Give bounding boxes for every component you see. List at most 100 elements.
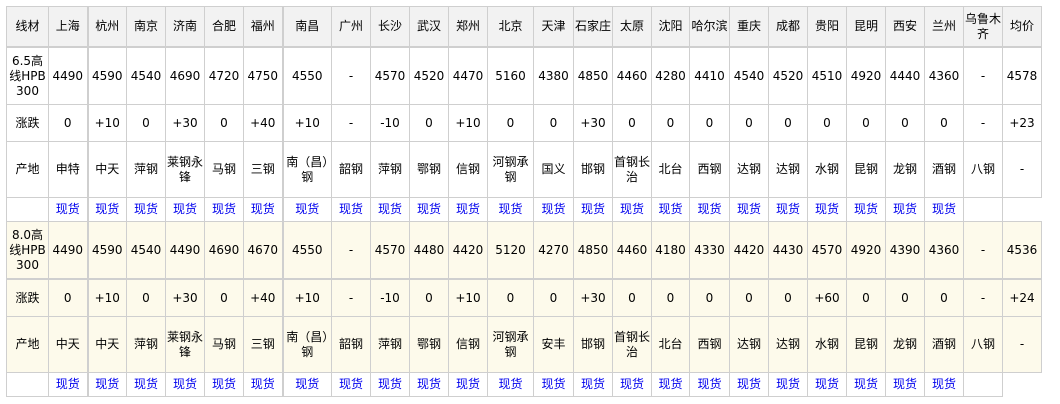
spot-link-cell[interactable]: 现货	[651, 372, 690, 397]
spot-link[interactable]: 现货	[498, 202, 523, 216]
spot-link[interactable]: 现货	[133, 377, 158, 391]
spot-link[interactable]: 现货	[211, 377, 236, 391]
spot-link[interactable]: 现货	[172, 202, 197, 216]
spot-link-cell[interactable]: 现货	[729, 197, 769, 222]
spot-link[interactable]: 现货	[658, 377, 683, 391]
spot-link[interactable]: 现货	[619, 377, 644, 391]
spot-link[interactable]: 现货	[853, 202, 878, 216]
spot-link[interactable]: 现货	[498, 377, 523, 391]
spot-link[interactable]: 现货	[736, 202, 761, 216]
spot-link-cell[interactable]: 现货	[846, 372, 886, 397]
spot-link-cell[interactable]: 现货	[243, 372, 283, 397]
spot-link[interactable]: 现货	[377, 202, 402, 216]
spot-link-cell[interactable]: 现货	[48, 372, 88, 397]
spot-link-cell[interactable]: 现货	[204, 197, 244, 222]
spot-link-cell[interactable]: 现货	[243, 197, 283, 222]
spot-link[interactable]: 现货	[416, 202, 441, 216]
spot-link[interactable]: 现货	[338, 202, 363, 216]
spot-link[interactable]: 现货	[736, 377, 761, 391]
change-cell: 0	[126, 104, 166, 142]
spot-link-cell[interactable]: 现货	[370, 372, 410, 397]
spot-link-cell[interactable]: 现货	[612, 197, 652, 222]
spot-link-cell[interactable]: 现货	[924, 372, 964, 397]
spot-link[interactable]: 现货	[697, 202, 722, 216]
spot-link[interactable]: 现货	[455, 202, 480, 216]
spot-link[interactable]: 现货	[541, 377, 566, 391]
change-cell: 0	[612, 278, 652, 317]
spot-link[interactable]: 现货	[133, 202, 158, 216]
change-cell: 0	[689, 104, 730, 142]
price-cell: 4390	[885, 221, 925, 280]
spot-link-cell[interactable]: 现货	[885, 197, 925, 222]
spot-link[interactable]: 现货	[697, 377, 722, 391]
spot-link-cell[interactable]: 现货	[729, 372, 769, 397]
spot-link[interactable]: 现货	[377, 377, 402, 391]
spot-link-cell[interactable]: 现货	[409, 372, 449, 397]
spot-link-cell[interactable]: 现货	[331, 372, 371, 397]
spot-link[interactable]: 现货	[295, 377, 320, 391]
spot-link[interactable]: 现货	[658, 202, 683, 216]
spot-link[interactable]: 现货	[172, 377, 197, 391]
spot-link-cell[interactable]: 现货	[86, 372, 127, 397]
spot-link-cell[interactable]: 现货	[281, 372, 332, 397]
spot-link[interactable]: 现货	[455, 377, 480, 391]
spot-link[interactable]: 现货	[775, 202, 800, 216]
spot-link-cell[interactable]: 现货	[807, 197, 847, 222]
spot-link[interactable]: 现货	[814, 377, 839, 391]
spot-link[interactable]: 现货	[416, 377, 441, 391]
spot-link-cell[interactable]: 现货	[533, 372, 574, 397]
spot-link[interactable]: 现货	[250, 377, 275, 391]
spot-link[interactable]: 现货	[853, 377, 878, 391]
spot-link[interactable]: 现货	[295, 202, 320, 216]
spot-link-cell[interactable]: 现货	[885, 372, 925, 397]
spot-link[interactable]: 现货	[95, 377, 120, 391]
spot-link-cell[interactable]: 现货	[281, 197, 332, 222]
spot-link-cell[interactable]: 现货	[370, 197, 410, 222]
spot-link-cell[interactable]: 现货	[533, 197, 574, 222]
spot-link-cell[interactable]: 现货	[331, 197, 371, 222]
spot-link[interactable]: 现货	[338, 377, 363, 391]
spot-link-cell[interactable]: 现货	[573, 197, 613, 222]
spot-link-cell[interactable]: 现货	[165, 197, 205, 222]
spot-link-cell[interactable]: 现货	[165, 372, 205, 397]
column-header: 昆明	[846, 6, 886, 48]
spot-link-cell[interactable]: 现货	[689, 372, 730, 397]
spot-link-cell[interactable]: 现货	[612, 372, 652, 397]
spot-link[interactable]: 现货	[814, 202, 839, 216]
spot-link[interactable]: 现货	[580, 377, 605, 391]
spot-link[interactable]: 现货	[95, 202, 120, 216]
spot-link-cell[interactable]: 现货	[86, 197, 127, 222]
spot-link[interactable]: 现货	[775, 377, 800, 391]
spot-link[interactable]: 现货	[619, 202, 644, 216]
spot-link[interactable]: 现货	[55, 202, 80, 216]
change-cell: +10	[281, 278, 332, 317]
spot-link[interactable]: 现货	[250, 202, 275, 216]
spot-link-cell[interactable]: 现货	[204, 372, 244, 397]
spot-link-cell[interactable]: 现货	[924, 197, 964, 222]
spot-link-cell[interactable]: 现货	[487, 197, 534, 222]
spot-link-cell[interactable]: 现货	[409, 197, 449, 222]
spot-link-cell[interactable]: 现货	[126, 372, 166, 397]
spot-link[interactable]: 现货	[541, 202, 566, 216]
spot-link[interactable]: 现货	[892, 377, 917, 391]
spot-link[interactable]: 现货	[892, 202, 917, 216]
spot-link[interactable]: 现货	[931, 377, 956, 391]
spot-link-cell[interactable]: 现货	[48, 197, 88, 222]
spot-link-cell[interactable]: 现货	[689, 197, 730, 222]
spot-link-cell[interactable]: 现货	[846, 197, 886, 222]
spot-link-cell[interactable]: 现货	[448, 197, 488, 222]
spot-link-cell[interactable]: 现货	[651, 197, 690, 222]
spot-link-cell[interactable]: 现货	[768, 197, 808, 222]
spot-link-cell[interactable]: 现货	[573, 372, 613, 397]
origin-cell: 萍钢	[370, 316, 410, 373]
spot-link-cell[interactable]: 现货	[487, 372, 534, 397]
spot-link-cell[interactable]: 现货	[768, 372, 808, 397]
spot-link[interactable]: 现货	[211, 202, 236, 216]
spot-link[interactable]: 现货	[55, 377, 80, 391]
spot-link-cell[interactable]: 现货	[807, 372, 847, 397]
spot-link-cell[interactable]: 现货	[126, 197, 166, 222]
spot-link[interactable]: 现货	[580, 202, 605, 216]
spot-link-cell[interactable]: 现货	[448, 372, 488, 397]
change-cell: +40	[243, 278, 283, 317]
spot-link[interactable]: 现货	[931, 202, 956, 216]
